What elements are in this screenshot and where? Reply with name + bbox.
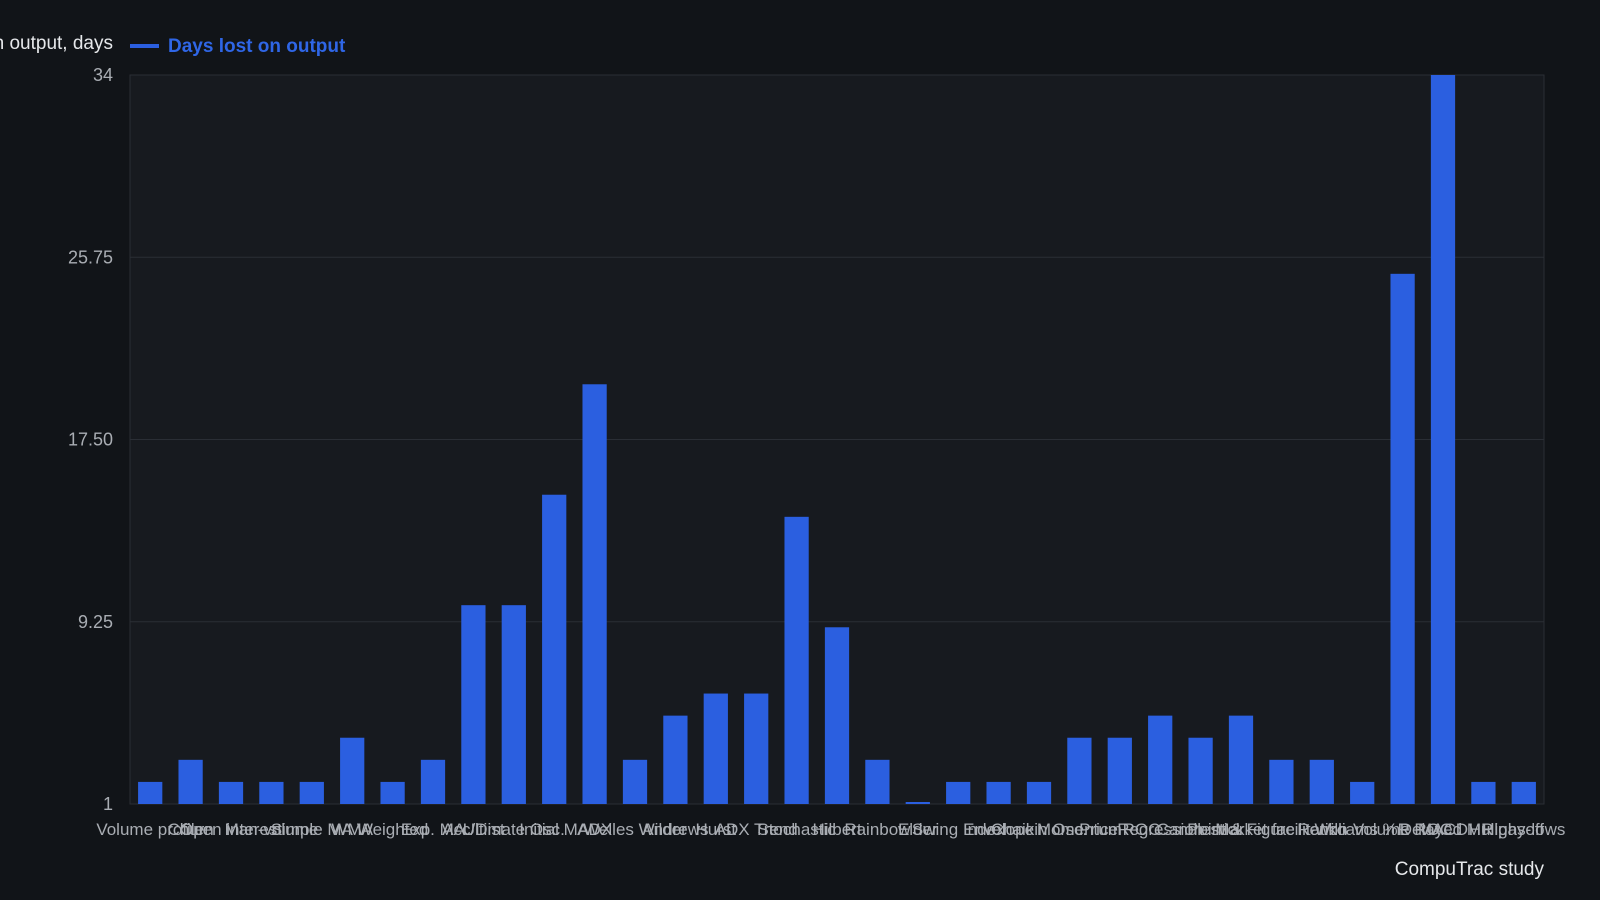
y-tick-label: 25.75 (68, 247, 113, 267)
x-tick-label: Hilbert (812, 820, 861, 839)
y-tick-label: 34 (93, 65, 113, 85)
legend-label: Days lost on output (168, 36, 346, 57)
x-tick-label: Regression (1117, 820, 1203, 839)
x-tick-label: Churn (167, 820, 213, 839)
y-tick-label: 17.50 (68, 430, 113, 450)
bar (340, 737, 365, 804)
x-tick-label: MACD (1418, 820, 1468, 839)
bar (542, 494, 567, 804)
bar (986, 781, 1011, 804)
x-tick-label: Hull (1469, 820, 1498, 839)
x-tick-label: Point & Figure (1187, 820, 1295, 839)
bar (1188, 737, 1213, 804)
bar (1107, 737, 1132, 804)
x-tick-label-end: Delayed MR payoff (1400, 820, 1545, 839)
x-tick-label: Momentum (1037, 820, 1122, 839)
y-tick-label: 1 (103, 794, 113, 814)
x-tick-label: ADX (577, 820, 612, 839)
bar (259, 781, 284, 804)
bar (1350, 781, 1375, 804)
bar (622, 759, 648, 804)
x-tick-label: Hurst (695, 820, 736, 839)
bar (865, 759, 890, 804)
bar (138, 781, 163, 804)
x-tick-label: Market facilitation (1215, 820, 1347, 839)
x-tick-label: Ultimate Osc. (463, 820, 565, 839)
x-tick-label: Volume profile (96, 820, 204, 839)
bar (824, 627, 850, 804)
x-tick-label: Exp. MA (401, 820, 466, 839)
x-tick-label: Open interest (180, 820, 282, 839)
x-tick-label: Rainbow (844, 820, 911, 839)
y-axis-ticks: 1 9.25 17.50 25.75 34 (68, 65, 113, 814)
bar (461, 605, 486, 804)
bar (1309, 759, 1334, 804)
legend: Days lost on output, days Days lost on o… (0, 33, 346, 57)
bar (380, 781, 405, 804)
bar (663, 715, 688, 804)
x-tick-label: Swing Index (912, 820, 1005, 839)
y-tick-label: 9.25 (78, 612, 113, 632)
bar (1390, 273, 1415, 804)
x-tick-label: Initial MA (519, 820, 590, 839)
x-tick-label: Envelope (963, 820, 1034, 839)
bar (1148, 715, 1173, 804)
grid-lines (130, 74, 1544, 805)
bar (501, 605, 526, 804)
bar (905, 802, 930, 804)
x-tick-label: Price ROC (1079, 820, 1160, 839)
x-tick-label: Williams %R (1315, 820, 1410, 839)
x-tick-label: Acc/Dist (442, 820, 505, 839)
x-tick-label: Candlestick (1157, 820, 1245, 839)
bar (178, 759, 203, 804)
x-tick-label: Man-volume (225, 820, 319, 839)
bar (1430, 75, 1456, 804)
x-tick-label: Weighted (357, 820, 429, 839)
x-tick-label: Renko (1297, 820, 1346, 839)
bar (1511, 781, 1536, 804)
bars (138, 75, 1536, 804)
x-tick-label: Simple MA (271, 820, 354, 839)
bar (420, 759, 446, 804)
bar (1067, 737, 1092, 804)
x-tick-label: ADX Trend (715, 820, 798, 839)
x-tick-label: WMA (331, 820, 373, 839)
x-tick-label: Highs-lows (1482, 820, 1565, 839)
bar (703, 693, 728, 804)
bar (1228, 715, 1254, 804)
bar (1026, 781, 1052, 804)
source-note: CompuTrac study (1395, 859, 1545, 880)
bar (218, 781, 244, 804)
y-axis-label: Days lost on output, days (0, 33, 113, 54)
bar (1471, 781, 1496, 804)
bar (784, 516, 809, 804)
bar (946, 781, 971, 804)
x-tick-label: Welles Wilder (583, 820, 687, 839)
x-tick-label: Stochastic (757, 820, 836, 839)
bar (582, 384, 607, 804)
bar (1269, 759, 1294, 804)
bar (299, 781, 324, 804)
x-tick-label: Chaikin Osc. (991, 820, 1087, 839)
x-tick-label: Elder (898, 820, 938, 839)
x-tick-label: Andrews (642, 820, 708, 839)
bar (744, 693, 769, 804)
x-tick-label: Volume ROC (1353, 820, 1452, 839)
